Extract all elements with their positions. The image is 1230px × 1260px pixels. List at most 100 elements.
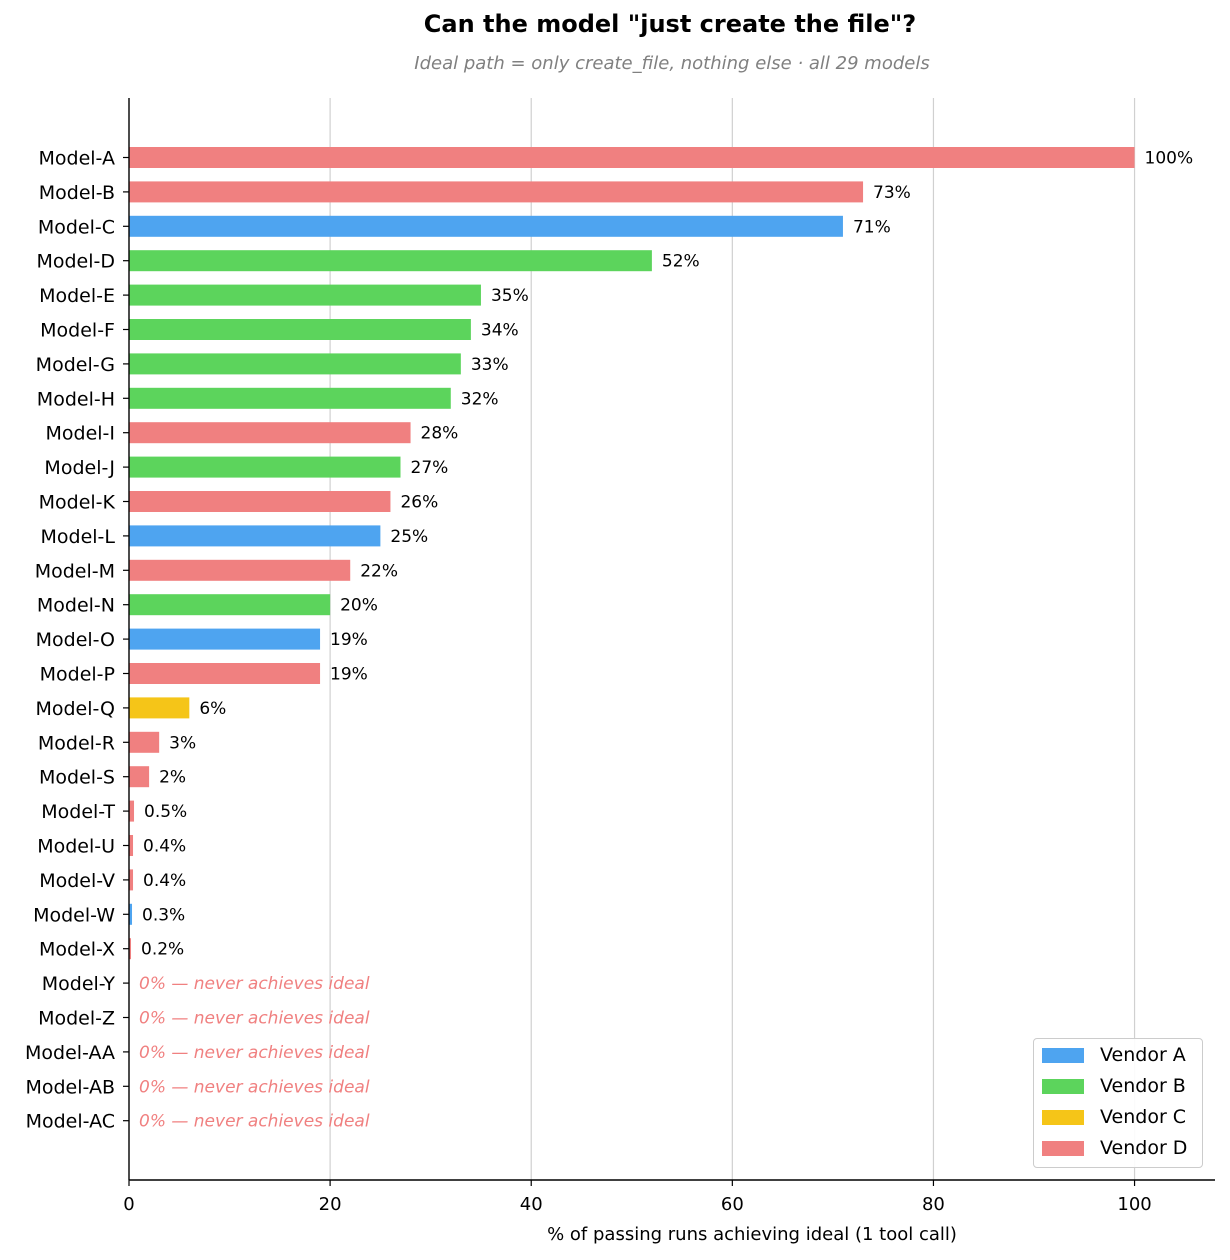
y-tick-label: Model-Q xyxy=(35,698,115,720)
y-tick-label: Model-V xyxy=(39,870,115,892)
bar xyxy=(129,456,401,478)
legend-swatch-vendor-a xyxy=(1042,1047,1084,1063)
legend-label: Vendor A xyxy=(1100,1044,1186,1066)
bar xyxy=(129,697,190,719)
data-label: 6% xyxy=(199,699,226,719)
data-label: 0.4% xyxy=(143,837,186,857)
data-label: 19% xyxy=(330,630,368,650)
y-tick-label: Model-I xyxy=(45,423,115,445)
data-label: 0% — never achieves ideal xyxy=(139,1043,370,1063)
y-tick-label: Model-AB xyxy=(25,1076,115,1098)
x-tick-label: 40 xyxy=(520,1194,543,1215)
data-label: 22% xyxy=(360,561,398,581)
y-tick-label: Model-Z xyxy=(38,1008,115,1030)
bar xyxy=(129,594,331,616)
bar xyxy=(129,215,843,237)
bar xyxy=(129,422,411,444)
bar xyxy=(129,938,132,960)
x-axis-label: % of passing runs achieving ideal (1 too… xyxy=(547,1224,957,1245)
data-label: 0.3% xyxy=(142,905,185,925)
x-tick-label: 20 xyxy=(319,1194,342,1215)
y-tick-label: Model-F xyxy=(40,320,115,342)
data-label: 25% xyxy=(390,527,428,547)
y-tick-label: Model-J xyxy=(44,457,115,479)
data-label: 0% — never achieves ideal xyxy=(139,1077,370,1097)
bar xyxy=(129,147,1135,168)
legend-swatch-vendor-c xyxy=(1042,1109,1084,1125)
data-label: 28% xyxy=(421,424,459,444)
legend-item-vendor-a: Vendor A xyxy=(1042,1044,1186,1066)
x-tick-label: 60 xyxy=(721,1194,744,1215)
bar xyxy=(129,491,391,512)
legend-swatch-vendor-d xyxy=(1042,1140,1084,1156)
bar xyxy=(129,181,864,203)
bar xyxy=(129,319,471,340)
y-tick-label: Model-E xyxy=(39,285,115,307)
y-tick-label: Model-AC xyxy=(26,1111,115,1133)
data-label: 2% xyxy=(159,768,186,788)
data-label: 19% xyxy=(330,665,368,685)
y-tick-label: Model-R xyxy=(38,732,115,754)
data-label: 73% xyxy=(873,183,911,203)
y-tick-label: Model-C xyxy=(38,216,115,238)
chart-subtitle: Ideal path = only create_file, nothing e… xyxy=(414,53,930,74)
bar xyxy=(129,869,134,891)
data-label: 0% — never achieves ideal xyxy=(139,1112,370,1132)
y-tick-label: Model-Y xyxy=(42,973,116,995)
bar xyxy=(129,284,481,306)
bar xyxy=(129,663,321,684)
data-label: 0.5% xyxy=(144,802,187,822)
y-tick-label: Model-O xyxy=(36,629,115,651)
y-tick-label: Model-X xyxy=(39,939,115,961)
y-tick-label: Model-P xyxy=(40,664,115,686)
y-tick-label: Model-G xyxy=(36,354,115,376)
data-label: 35% xyxy=(491,286,529,306)
data-label: 52% xyxy=(662,252,700,272)
y-tick-label: Model-A xyxy=(39,148,115,170)
x-tick-label: 100 xyxy=(1117,1194,1151,1215)
data-label: 32% xyxy=(461,389,499,409)
data-label: 20% xyxy=(340,596,378,616)
data-label: 100% xyxy=(1145,149,1194,169)
bar xyxy=(129,800,135,822)
data-label: 27% xyxy=(411,458,449,478)
bar xyxy=(129,353,461,375)
chart-title: Can the model "just create the file"? xyxy=(423,10,917,38)
legend-item-vendor-d: Vendor D xyxy=(1042,1137,1187,1159)
y-tick-label: Model-S xyxy=(39,767,115,789)
bar xyxy=(129,525,381,547)
y-tick-label: Model-T xyxy=(41,801,115,823)
bar xyxy=(129,387,451,409)
legend-item-vendor-b: Vendor B xyxy=(1042,1075,1186,1097)
y-tick-label: Model-N xyxy=(37,595,115,617)
data-label: 0.2% xyxy=(141,940,184,960)
x-tick-label: 0 xyxy=(123,1194,134,1215)
y-tick-label: Model-D xyxy=(36,251,115,273)
data-label: 0.4% xyxy=(143,871,186,891)
y-tick-label: Model-M xyxy=(35,560,115,582)
bar xyxy=(129,903,133,925)
data-label: 34% xyxy=(481,321,519,341)
y-tick-label: Model-H xyxy=(37,388,115,410)
data-label: 26% xyxy=(400,493,438,513)
data-label: 0% — never achieves ideal xyxy=(139,1009,370,1029)
bar xyxy=(129,731,160,753)
data-label: 0% — never achieves ideal xyxy=(139,974,370,994)
bar xyxy=(129,835,134,856)
bar xyxy=(129,559,351,581)
legend: Vendor A Vendor B Vendor C Vendor D xyxy=(1033,1038,1203,1168)
y-tick-label: Model-B xyxy=(39,182,115,204)
data-label: 71% xyxy=(853,217,891,237)
data-label: 33% xyxy=(471,355,509,375)
data-label: 3% xyxy=(169,733,196,753)
y-tick-label: Model-K xyxy=(39,492,116,514)
x-tick-label: 80 xyxy=(922,1194,945,1215)
legend-item-vendor-c: Vendor C xyxy=(1042,1106,1186,1128)
y-tick-label: Model-U xyxy=(37,836,115,858)
bar xyxy=(129,766,150,788)
legend-label: Vendor D xyxy=(1100,1137,1188,1159)
legend-label: Vendor C xyxy=(1100,1106,1187,1128)
bar xyxy=(129,250,652,272)
y-tick-label: Model-AA xyxy=(25,1042,115,1064)
